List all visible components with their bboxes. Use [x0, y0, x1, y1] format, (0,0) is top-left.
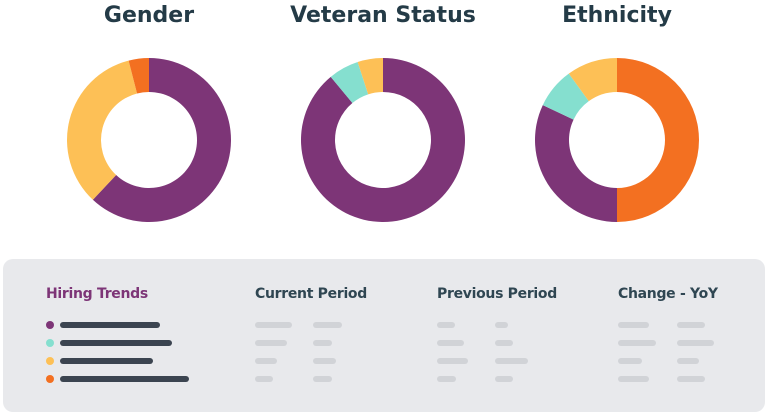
placeholder-bar	[677, 376, 705, 382]
donut-slice-ethnicity-0	[617, 58, 699, 222]
donut-chart-veteran-status	[301, 58, 465, 223]
placeholder-bar	[255, 322, 292, 328]
placeholder-bar	[437, 340, 464, 346]
placeholder-bar	[255, 340, 287, 346]
donut-chart-gender	[67, 58, 232, 222]
donut-slice-ethnicity-1	[535, 105, 617, 222]
chart-title-veteran-status: Veteran Status	[290, 3, 476, 28]
placeholder-bar	[618, 358, 642, 364]
placeholder-bar	[313, 340, 332, 346]
chart-title-gender: Gender	[103, 3, 195, 28]
placeholder-bar	[437, 358, 468, 364]
hiring-trends-panel: Hiring Trends Current Period Previous Pe…	[3, 259, 765, 412]
column-header-current-period: Current Period	[255, 286, 367, 302]
column-header-previous-period: Previous Period	[437, 286, 557, 302]
chart-title-ethnicity: Ethnicity	[562, 3, 672, 28]
placeholder-bar	[677, 322, 705, 328]
placeholder-bar	[255, 358, 277, 364]
legend-dot-icon	[46, 357, 54, 365]
legend-dot-icon	[46, 321, 54, 329]
placeholder-bar	[618, 340, 656, 346]
donut-slice-ethnicity-3	[568, 58, 617, 102]
donut-slice-veteran-status-0	[301, 58, 465, 223]
legend-dot-icon	[46, 339, 54, 347]
placeholder-bar	[437, 376, 456, 382]
legend-dot-icon	[46, 375, 54, 383]
placeholder-bar	[618, 376, 649, 382]
placeholder-bar	[60, 340, 172, 346]
placeholder-bar	[437, 322, 455, 328]
donut-slice-gender-2	[128, 58, 149, 94]
column-header-hiring-trends: Hiring Trends	[46, 286, 148, 302]
placeholder-bar	[313, 358, 336, 364]
donut-slice-gender-1	[67, 60, 138, 200]
donut-slice-ethnicity-2	[542, 73, 589, 120]
placeholder-bar	[60, 376, 189, 382]
placeholder-bar	[495, 358, 528, 364]
donut-slice-gender-0	[92, 58, 232, 222]
donut-slice-veteran-status-2	[357, 58, 383, 95]
placeholder-bar	[313, 322, 342, 328]
placeholder-bar	[313, 376, 332, 382]
placeholder-bar	[255, 376, 273, 382]
placeholder-bar	[60, 322, 160, 328]
donut-slice-veteran-status-1	[330, 62, 369, 104]
placeholder-bar	[618, 322, 649, 328]
placeholder-bar	[495, 340, 513, 346]
donut-chart-ethnicity	[535, 58, 699, 222]
placeholder-bar	[677, 340, 714, 346]
placeholder-bar	[60, 358, 153, 364]
placeholder-bar	[677, 358, 699, 364]
placeholder-bar	[495, 322, 508, 328]
placeholder-bar	[495, 376, 513, 382]
column-header-change-yoy: Change - YoY	[618, 286, 718, 302]
